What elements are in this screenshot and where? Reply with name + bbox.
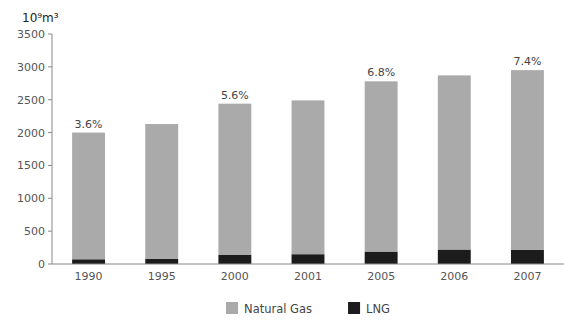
y-tick xyxy=(48,66,52,67)
y-tick-label: 1000 xyxy=(17,192,45,205)
legend-swatch xyxy=(226,302,238,314)
bar-segment xyxy=(511,70,544,250)
y-tick xyxy=(48,231,52,232)
bar-segment xyxy=(145,259,178,264)
bar-segment xyxy=(511,250,544,264)
legend-swatch xyxy=(348,302,360,314)
y-tick-label: 2000 xyxy=(17,127,45,140)
y-tick xyxy=(48,99,52,100)
y-axis: 0 500 1000 1500 2000 2500 3000 3500 xyxy=(17,28,52,271)
legend-item: Natural Gas xyxy=(226,302,312,316)
y-tick-label: 3500 xyxy=(17,28,45,41)
bar-segment xyxy=(365,252,398,264)
x-axis-line xyxy=(52,264,564,265)
bar-segment xyxy=(365,81,398,251)
y-tick-label: 3000 xyxy=(17,61,45,74)
x-tick-label: 2006 xyxy=(440,270,468,283)
bar-segment xyxy=(145,124,178,259)
x-tick-label: 1990 xyxy=(75,270,103,283)
y-tick-label: 0 xyxy=(38,258,45,271)
y-tick xyxy=(48,165,52,166)
y-tick xyxy=(48,198,52,199)
legend-label: LNG xyxy=(366,302,390,316)
bar-segment xyxy=(438,75,471,249)
legend: Natural Gas LNG xyxy=(226,302,390,316)
annotation: 5.6% xyxy=(221,89,249,102)
x-tick-label: 2005 xyxy=(367,270,395,283)
y-tick xyxy=(48,264,52,265)
y-axis-line xyxy=(52,34,53,264)
y-axis-label: 10⁹m³ xyxy=(22,11,59,25)
bar-segment xyxy=(292,254,325,264)
x-tick-label: 2000 xyxy=(221,270,249,283)
x-tick-label: 2007 xyxy=(513,270,541,283)
legend-label: Natural Gas xyxy=(244,302,312,316)
y-tick-label: 2500 xyxy=(17,94,45,107)
legend-item: LNG xyxy=(348,302,390,316)
x-tick-label: 2001 xyxy=(294,270,322,283)
bar-segment xyxy=(218,104,251,255)
bar-segment xyxy=(72,133,105,260)
bar-segment xyxy=(72,259,105,264)
y-tick xyxy=(48,34,52,35)
y-tick-label: 500 xyxy=(24,225,45,238)
y-tick xyxy=(48,132,52,133)
x-tick-label: 1995 xyxy=(148,270,176,283)
annotation: 6.8% xyxy=(367,66,395,79)
annotation: 3.6% xyxy=(75,118,103,131)
bar-segment xyxy=(292,100,325,254)
annotations: 3.6% 5.6% 6.8% 7.4% xyxy=(75,55,542,130)
chart: 050010001500200025003000350010⁹m³1990199… xyxy=(0,0,580,328)
y-tick-label: 1500 xyxy=(17,159,45,172)
bars xyxy=(72,70,544,264)
annotation: 7.4% xyxy=(513,55,541,68)
bar-segment xyxy=(218,255,251,264)
x-axis: 1990 1995 2000 2001 2005 2006 2007 xyxy=(75,270,542,283)
bar-segment xyxy=(438,250,471,264)
